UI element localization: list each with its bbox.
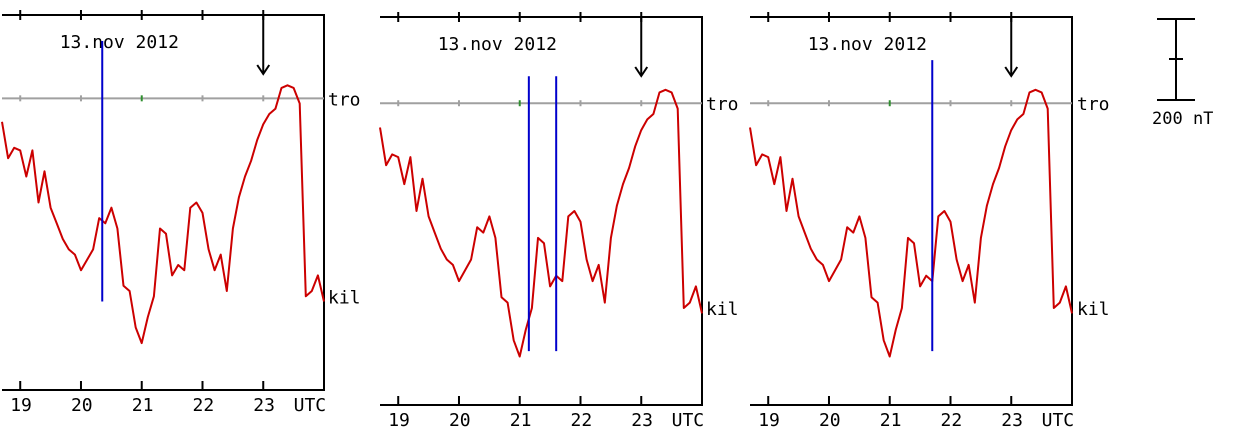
station-label-bottom: kil (1077, 299, 1110, 320)
panel-2: 19 20 21 22 23 UTC 13.nov 2012 tro kil (379, 12, 739, 431)
date-label: 13.nov 2012 (438, 34, 557, 55)
x-tick-label-22: 22 (570, 410, 592, 431)
x-unit-label: UTC (1042, 410, 1075, 431)
x-tick-label-22: 22 (940, 410, 962, 431)
station-label-top: tro (328, 89, 361, 110)
date-arrow-head (256, 64, 271, 76)
station-label-top: tro (706, 94, 739, 115)
x-tick-label-20: 20 (71, 395, 93, 416)
panel-3: 19 20 21 22 23 UTC 13.nov 2012 tro kil (749, 12, 1110, 431)
date-label: 13.nov 2012 (60, 32, 179, 53)
x-unit-label: UTC (672, 410, 705, 431)
scale-bar-label: 200 nT (1152, 109, 1213, 129)
date-arrow-head (1004, 66, 1019, 78)
x-tick-label-21: 21 (510, 410, 532, 431)
date-label: 13.nov 2012 (808, 34, 927, 55)
panel-frame (380, 16, 703, 406)
magnetometer-curve (749, 88, 1073, 358)
x-unit-label: UTC (294, 395, 327, 416)
x-tick-label-20: 20 (819, 410, 841, 431)
x-tick-label-19: 19 (388, 410, 410, 431)
x-tick-label-23: 23 (1001, 410, 1023, 431)
station-label-top: tro (1077, 94, 1110, 115)
x-tick-label-21: 21 (132, 395, 154, 416)
x-tick-label-22: 22 (192, 395, 214, 416)
magnetometer-curve (379, 88, 703, 358)
panel-frame (2, 14, 325, 391)
panel-frame (750, 16, 1073, 406)
panel-1: 19 20 21 22 23 UTC 13.nov 2012 tro kil (1, 10, 361, 416)
magnetometer-curve (1, 84, 325, 345)
scale-bar: 200 nT (1152, 18, 1213, 129)
date-arrow-head (634, 66, 649, 78)
x-tick-label-19: 19 (10, 395, 32, 416)
x-tick-label-23: 23 (253, 395, 275, 416)
x-tick-label-23: 23 (631, 410, 653, 431)
x-tick-label-21: 21 (880, 410, 902, 431)
station-label-bottom: kil (328, 287, 361, 308)
x-tick-label-19: 19 (758, 410, 780, 431)
x-tick-label-20: 20 (449, 410, 471, 431)
station-label-bottom: kil (706, 299, 739, 320)
